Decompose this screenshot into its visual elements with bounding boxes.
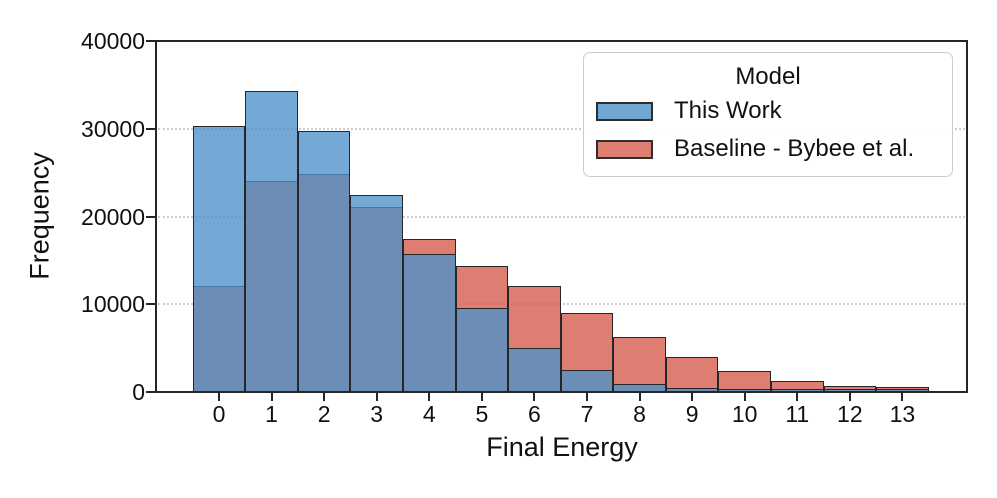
- legend: Model This Work Baseline - Bybee et al.: [583, 52, 953, 177]
- y-ticklabel-40000: 40000: [81, 28, 145, 54]
- x-ticklabel-11: 11: [785, 401, 810, 427]
- x-ticklabel-3: 3: [370, 401, 384, 427]
- legend-swatch-baseline: [596, 139, 653, 159]
- bar-baseline-bybee-et-al--x9: [665, 356, 719, 392]
- x-ticklabel-1: 1: [265, 401, 278, 427]
- x-ticklabel-9: 9: [685, 401, 699, 427]
- y-ticklabel-10000: 10000: [81, 291, 145, 318]
- legend-label-this-work: This Work: [674, 97, 782, 124]
- x-tickmark-3: [375, 393, 378, 401]
- legend-item-baseline: Baseline - Bybee et al.: [584, 130, 952, 168]
- x-tickmark-7: [585, 393, 588, 401]
- legend-item-this-work: This Work: [584, 92, 952, 130]
- x-ticklabel-12: 12: [837, 401, 863, 427]
- x-ticklabel-10: 10: [731, 401, 758, 427]
- x-axis-label: Final Energy: [486, 432, 638, 462]
- y-axis-label: Frequency: [24, 152, 55, 280]
- x-tickmark-5: [480, 393, 483, 401]
- y-ticklabel-0: 0: [132, 379, 145, 405]
- legend-swatch-this-work: [596, 101, 653, 121]
- y-tickmark-40000: [146, 40, 155, 42]
- bar-this-work-x6: [508, 348, 561, 392]
- x-ticklabel-0: 0: [212, 401, 226, 427]
- legend-title: Model: [735, 63, 801, 90]
- x-ticklabel-13: 13: [889, 401, 916, 427]
- bar-this-work-x11: [770, 389, 824, 392]
- bar-this-work-x2: [297, 130, 351, 392]
- x-tickmark-11: [796, 393, 799, 401]
- bar-this-work-x7: [560, 370, 614, 392]
- x-tickmark-0: [218, 393, 220, 401]
- x-tickmark-13: [901, 393, 904, 401]
- bar-this-work-x9: [665, 388, 719, 392]
- y-tickmark-0: [146, 391, 155, 393]
- x-tickmark-12: [848, 393, 851, 401]
- bar-this-work-x0: [192, 126, 246, 392]
- x-tickmark-1: [270, 393, 273, 401]
- legend-label-baseline: Baseline - Bybee et al.: [674, 135, 915, 162]
- gridline-20000: [158, 215, 965, 218]
- y-ticklabel-20000: 20000: [81, 203, 145, 230]
- bar-this-work-x1: [245, 91, 298, 392]
- x-ticklabel-7: 7: [580, 401, 594, 427]
- bar-this-work-x5: [455, 307, 509, 392]
- x-ticklabel-8: 8: [633, 401, 646, 427]
- y-tickmark-20000: [146, 215, 155, 218]
- x-tickmark-8: [638, 393, 641, 401]
- bar-this-work-x4: [402, 254, 456, 392]
- y-ticklabel-30000: 30000: [81, 115, 145, 142]
- x-tickmark-9: [691, 393, 694, 401]
- x-ticklabel-5: 5: [475, 401, 489, 427]
- bar-this-work-x3: [350, 195, 403, 392]
- y-tickmark-30000: [146, 127, 155, 130]
- bar-this-work-x13: [876, 389, 929, 392]
- gridline-10000: [158, 303, 965, 306]
- x-tickmark-6: [533, 393, 536, 401]
- bar-this-work-x8: [613, 383, 666, 392]
- x-tickmark-10: [743, 393, 746, 401]
- x-ticklabel-2: 2: [317, 401, 331, 427]
- bar-this-work-x10: [718, 389, 771, 392]
- y-tickmark-10000: [146, 303, 155, 306]
- x-tickmark-4: [428, 393, 431, 401]
- x-tickmark-2: [323, 393, 326, 401]
- bar-this-work-x12: [823, 389, 877, 392]
- gridline-30000: [158, 127, 965, 130]
- x-ticklabel-6: 6: [528, 401, 541, 427]
- bar-baseline-bybee-et-al--x8: [613, 336, 666, 392]
- x-ticklabel-4: 4: [422, 401, 436, 427]
